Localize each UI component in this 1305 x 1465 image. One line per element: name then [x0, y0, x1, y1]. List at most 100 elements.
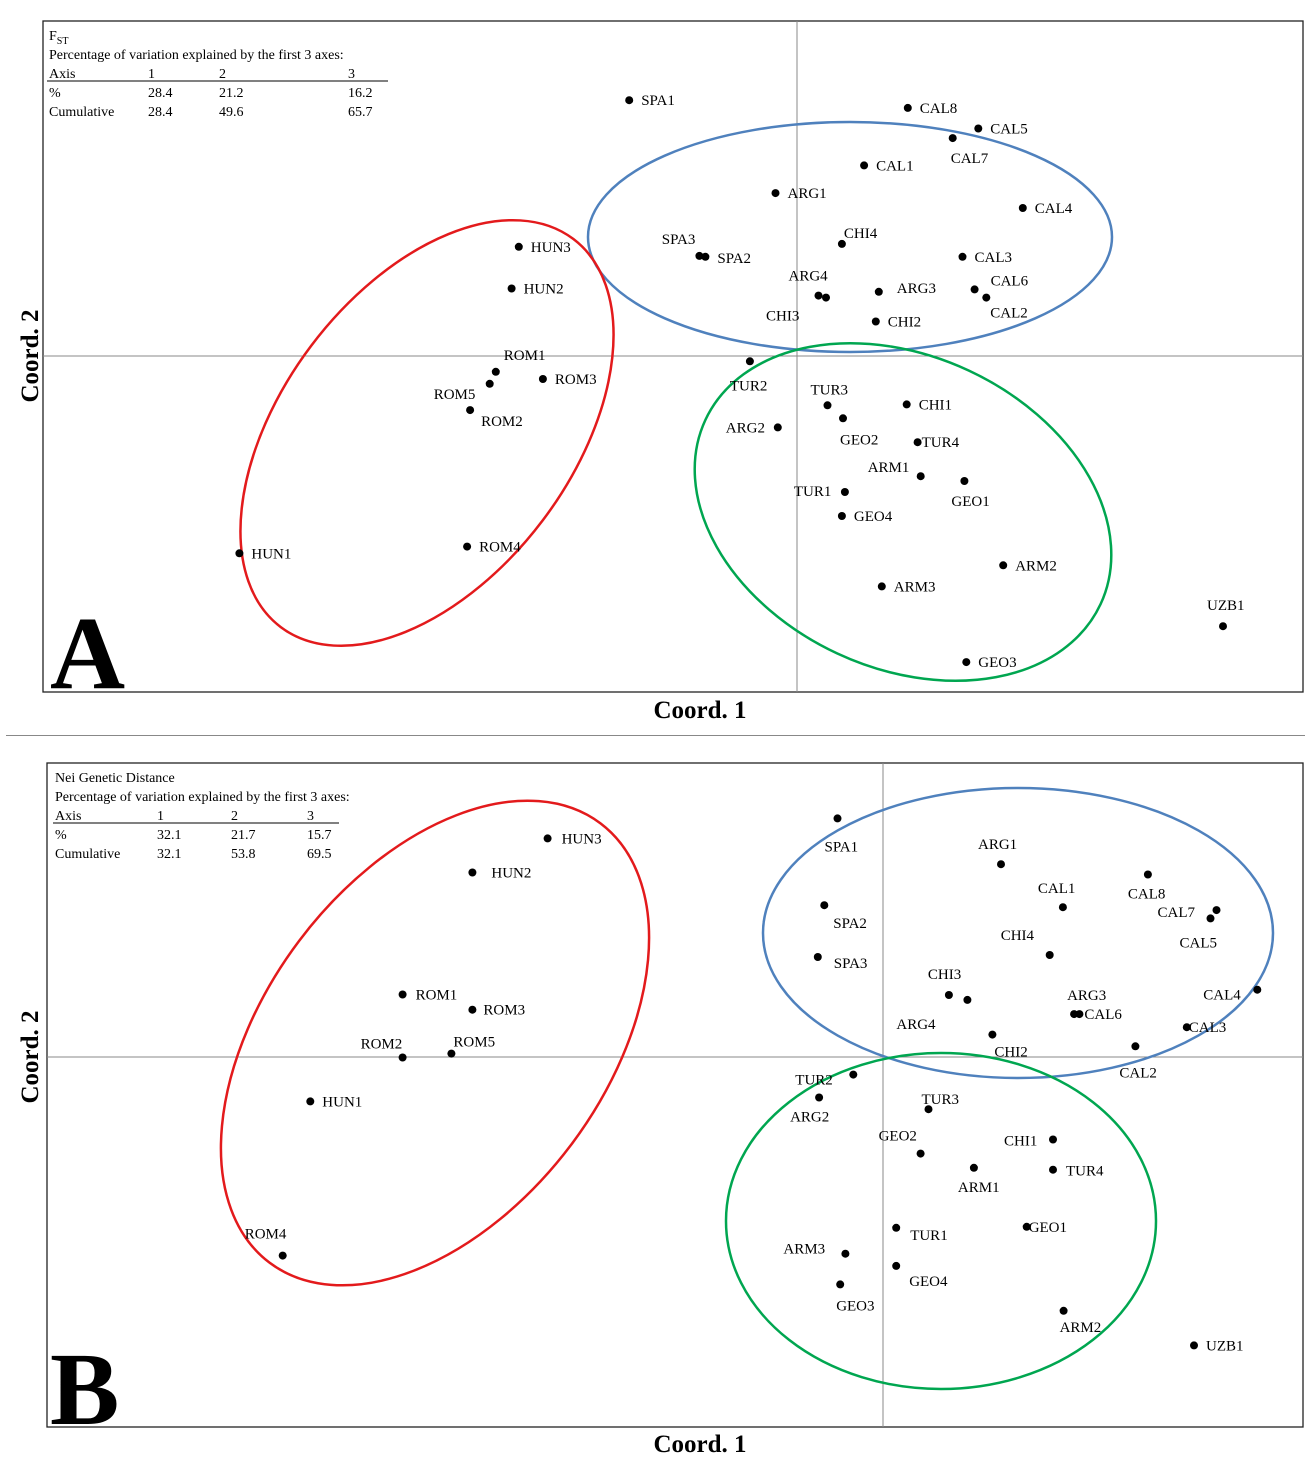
point-label-hun2: HUN2 — [491, 866, 531, 882]
point-label-rom5: ROM5 — [453, 1035, 495, 1051]
point-label-chi2: CHI2 — [888, 315, 921, 331]
point-label-chi1: CHI1 — [919, 397, 952, 413]
point-cal1 — [860, 161, 869, 170]
point-geo4 — [892, 1261, 901, 1270]
point-arg2 — [773, 423, 782, 432]
point-chi3 — [822, 293, 830, 302]
info-heading: Percentage of variation explained by the… — [55, 790, 350, 805]
point-chi2 — [871, 317, 880, 326]
point-cal1 — [1058, 903, 1067, 912]
info-cell: 53.8 — [231, 847, 256, 862]
point-chi2 — [988, 1030, 997, 1039]
point-spa3 — [813, 953, 822, 961]
point-label-spa2: SPA2 — [833, 916, 867, 932]
point-spa2 — [820, 901, 829, 910]
point-cal4 — [1018, 204, 1027, 212]
point-tur4 — [913, 438, 922, 447]
point-hun3 — [543, 834, 552, 843]
point-label-cal6: CAL6 — [1084, 1007, 1122, 1023]
point-label-cal4: CAL4 — [1035, 201, 1073, 217]
point-arm3 — [877, 582, 886, 591]
point-label-tur4: TUR4 — [1066, 1164, 1104, 1180]
info-header-cell: Axis — [49, 67, 75, 82]
cluster-ellipse-2 — [239, 218, 615, 648]
point-label-chi3: CHI3 — [928, 967, 961, 983]
point-rom1 — [491, 367, 500, 376]
point-label-geo2: GEO2 — [840, 432, 878, 448]
point-label-spa1: SPA1 — [825, 839, 859, 855]
info-cell: 65.7 — [348, 105, 373, 120]
point-arg1 — [997, 860, 1005, 869]
point-arm2 — [1059, 1306, 1068, 1315]
point-label-hun3: HUN3 — [562, 831, 602, 847]
point-label-arm2: ARM2 — [1015, 558, 1057, 574]
point-cal6 — [970, 285, 979, 294]
point-hun1 — [235, 549, 244, 558]
panel-letter: B — [50, 1332, 119, 1447]
point-geo3 — [836, 1280, 845, 1289]
point-label-rom1: ROM1 — [504, 348, 546, 364]
info-cell: 21.7 — [231, 828, 256, 843]
point-label-cal8: CAL8 — [1128, 887, 1166, 903]
info-header-cell: 3 — [307, 809, 314, 824]
point-label-cal2: CAL2 — [990, 306, 1028, 322]
info-measure: Nei Genetic Distance — [55, 771, 175, 786]
point-geo1 — [960, 477, 969, 485]
cluster-ellipse-1 — [586, 120, 1114, 354]
point-label-cal3: CAL3 — [975, 250, 1013, 266]
point-label-arm3: ARM3 — [783, 1242, 825, 1258]
point-label-cal5: CAL5 — [990, 122, 1028, 138]
point-tur3 — [823, 401, 832, 410]
info-header-cell: Axis — [55, 809, 81, 824]
point-label-geo3: GEO3 — [836, 1298, 874, 1314]
point-label-hun1: HUN1 — [251, 546, 291, 562]
info-header-cell: 1 — [157, 809, 164, 824]
info-header-cell: 2 — [219, 67, 226, 82]
point-label-arg3: ARG3 — [1067, 988, 1106, 1004]
point-rom3 — [538, 375, 547, 383]
y-axis-title: Coord. 2 — [17, 309, 44, 402]
point-arm1 — [916, 472, 925, 481]
point-chi1 — [902, 400, 911, 409]
point-cal2 — [982, 293, 991, 302]
point-label-cal8: CAL8 — [920, 101, 958, 117]
point-spa3 — [695, 251, 704, 260]
point-label-tur2: TUR2 — [795, 1073, 833, 1089]
point-tur1 — [892, 1223, 901, 1232]
point-label-chi1: CHI1 — [1004, 1134, 1037, 1150]
point-arg3 — [874, 287, 883, 296]
point-label-uzb1: UZB1 — [1207, 598, 1245, 614]
point-label-chi3: CHI3 — [766, 309, 799, 325]
point-label-spa3: SPA3 — [662, 232, 696, 248]
point-label-arm1: ARM1 — [868, 460, 910, 476]
info-cell: Cumulative — [49, 105, 114, 120]
point-label-cal4: CAL4 — [1203, 988, 1241, 1004]
cluster-ellipse-2 — [219, 799, 651, 1287]
point-label-tur2: TUR2 — [730, 378, 768, 394]
point-hun2 — [468, 868, 477, 877]
point-arg2 — [815, 1093, 824, 1102]
point-spa1 — [833, 814, 842, 823]
point-label-chi4: CHI4 — [844, 226, 878, 242]
point-hun2 — [507, 284, 516, 293]
point-label-geo4: GEO4 — [909, 1274, 948, 1290]
info-cell: 28.4 — [148, 105, 173, 120]
info-cell: 15.7 — [307, 828, 332, 843]
pcoa-nei-chart: SPA1 HUN3 ARG1 HUN2 CAL8 CAL1 SPA2 CAL7 CAL5 CHI4… — [17, 762, 1304, 1458]
point-chi1 — [1049, 1135, 1057, 1144]
point-label-cal6: CAL6 — [991, 273, 1029, 289]
point-arm1 — [969, 1163, 978, 1172]
point-cal8 — [1143, 870, 1152, 879]
point-uzb1 — [1219, 622, 1227, 631]
point-cal2 — [1131, 1042, 1140, 1051]
point-label-hun1: HUN1 — [322, 1094, 362, 1110]
point-geo2 — [916, 1149, 925, 1158]
point-label-cal1: CAL1 — [1038, 881, 1076, 897]
point-label-tur1: TUR1 — [794, 484, 832, 500]
info-heading: Percentage of variation explained by the… — [49, 48, 344, 63]
x-axis-title: Coord. 1 — [653, 1431, 746, 1458]
point-cal7 — [1212, 906, 1221, 915]
panel-divider — [6, 735, 1305, 736]
point-label-cal3: CAL3 — [1189, 1020, 1227, 1036]
info-cell: % — [49, 86, 61, 101]
